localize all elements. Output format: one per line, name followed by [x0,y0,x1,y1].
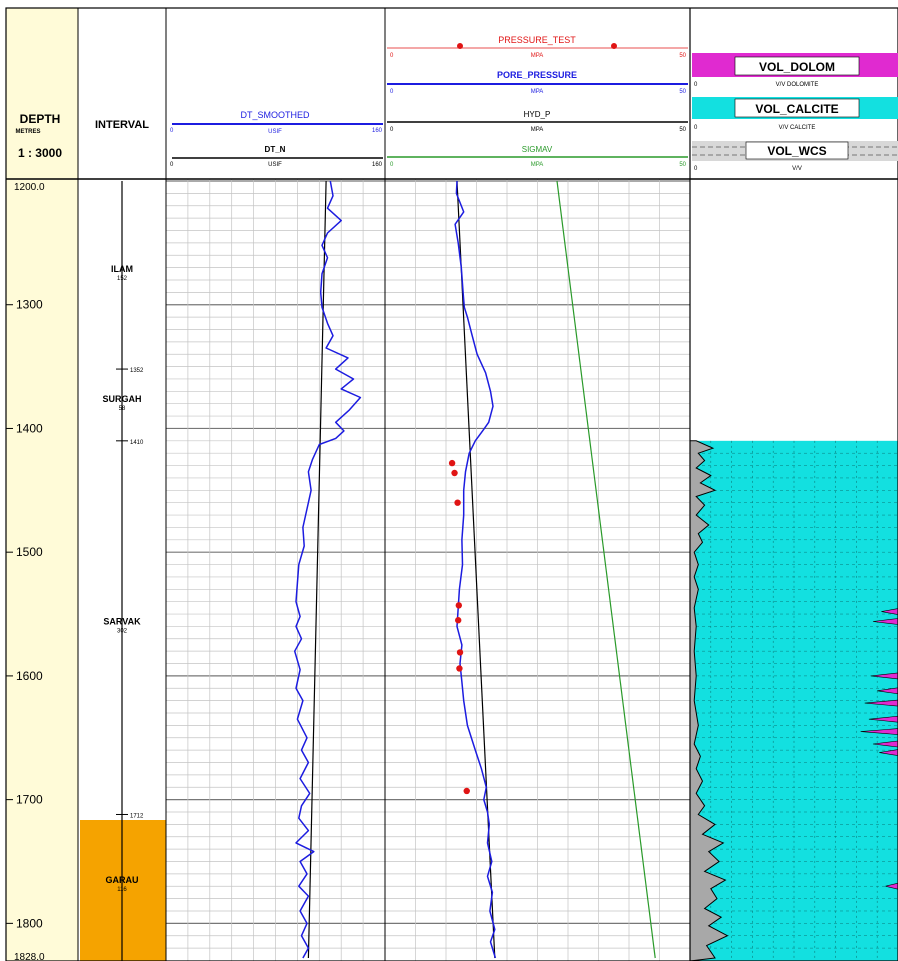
depth-tick-label: 1700 [16,793,43,807]
pressure-test-unit: MPA [531,53,544,59]
pressure-test-point [456,649,464,656]
sigmav-curve [556,180,656,959]
formation-name: SURGAH [102,394,141,404]
formation-thickness: 58 [119,406,126,412]
dt-smoothed-min: 0 [170,128,174,134]
depth-tick-label: 1800 [16,916,43,930]
depth-axis: 1300 1400 1500 1600 1700 1800 [6,298,43,930]
pore-pressure-curve [454,180,497,959]
hyd-p-name: HYD_P [524,110,551,119]
dt-smoothed-name: DT_SMOOTHED [240,110,310,120]
dolomite-spike [872,618,898,625]
dolomite-spike [870,672,898,680]
vol-wcs-unit: V/V [792,166,802,172]
dolomite-spike [879,749,898,756]
sigmav-max: 50 [679,162,686,168]
lithology-track-header: VOL_DOLOM V/V DOLOMITE 0 VOL_CALCITE V/V… [692,53,898,172]
formation-thickness: 302 [117,629,128,635]
pressure-test-point [455,602,463,609]
formation-thickness: 152 [117,276,128,282]
hyd-p-curve [456,180,496,959]
formation-name: GARAU [106,875,139,885]
formation-name: SARVAK [103,617,141,627]
garau-interval-fill [80,820,166,961]
vol-dolom-min: 0 [694,82,698,88]
vol-dolom-unit: V/V DOLOMITE [776,82,819,88]
depth-tick-label: 1500 [16,545,43,559]
dt-n-max: 160 [372,162,383,168]
vol-dolom-name: VOL_DOLOM [759,60,835,74]
sigmav-min: 0 [390,162,394,168]
pore-pressure-name: PORE_PRESSURE [497,70,577,80]
dt-n-unit: USIF [268,162,282,168]
sigmav-unit: MPA [531,162,544,168]
wcs-fill [689,440,729,961]
pressure-test-point [454,499,461,506]
interval-header: INTERVAL [95,119,149,131]
hyd-p-unit: MPA [531,127,544,133]
depth-top-label: 1200.0 [14,182,45,193]
dt-smoothed-unit: USIF [268,129,282,135]
pressure-test-point [455,617,462,624]
formation-top-label: 1352 [130,368,144,374]
vol-calcite-name: VOL_CALCITE [755,102,838,116]
depth-track-background [6,8,78,961]
dolomite-spike [864,699,898,707]
sigmav-name: SIGMAV [522,145,553,154]
formation-name: ILAM [111,264,133,274]
dolomite-spike [872,740,898,748]
pressure-track-header: PRESSURE_TEST MPA 0 50 PORE_PRESSURE MPA… [387,35,688,168]
pressure-test-name: PRESSURE_TEST [498,35,576,45]
pressure-test-point [451,469,458,477]
dolomite-spike [885,882,898,890]
hyd-p-max: 50 [679,127,686,133]
formation-thickness: 116 [117,887,127,893]
depth-header-unit: METRES [15,129,40,135]
pore-pressure-min: 0 [390,89,394,95]
pressure-test-point [463,787,470,795]
vol-wcs-name: VOL_WCS [767,144,826,158]
lithology-track [689,440,898,961]
hyd-p-min: 0 [390,127,394,133]
dolomite-spike [881,608,898,615]
vol-calcite-min: 0 [694,125,698,131]
curve-layer [293,180,656,959]
formation-top-label: 1712 [130,813,144,819]
pore-pressure-unit: MPA [531,89,544,95]
pressure-test-point [456,665,463,672]
pore-pressure-max: 50 [679,89,686,95]
depth-tick-label: 1300 [16,298,43,312]
pressure-track-grid [385,179,690,961]
dolomite-spike [860,728,898,735]
depth-tick-label: 1600 [16,669,43,683]
dt-n-min: 0 [170,162,174,168]
dolomite-spike [868,715,898,723]
pressure-test-min: 0 [390,53,394,59]
dt-smoothed-max: 160 [372,128,383,134]
vol-calcite-unit: V/V CALCITE [779,125,816,131]
pressure-test-point [448,459,456,467]
vol-wcs-min: 0 [694,166,698,172]
track-frame [5,7,898,961]
sonic-track-grid [166,179,385,961]
formation-top-label: 1410 [130,440,144,446]
dt-n-name: DT_N [265,145,286,154]
dt-smoothed-curve [293,180,362,959]
dt-n-curve [307,180,327,959]
interval-track: ILAM 152 SURGAH 58 SARVAK 302 GARAU 116 1352 1410… [102,181,144,961]
depth-header: DEPTH METRES 1 : 3000 1200.0 1828.0 [14,112,62,961]
pressure-test-max: 50 [679,53,686,59]
dolomite-spike [877,687,898,695]
depth-header-scale: 1 : 3000 [18,146,62,160]
depth-tick-label: 1400 [16,421,43,435]
depth-bottom-label: 1828.0 [14,952,45,961]
sonic-track-header: DT_SMOOTHED USIF 0 160 DT_N USIF 0 160 [170,110,383,168]
depth-header-label: DEPTH [20,112,61,126]
